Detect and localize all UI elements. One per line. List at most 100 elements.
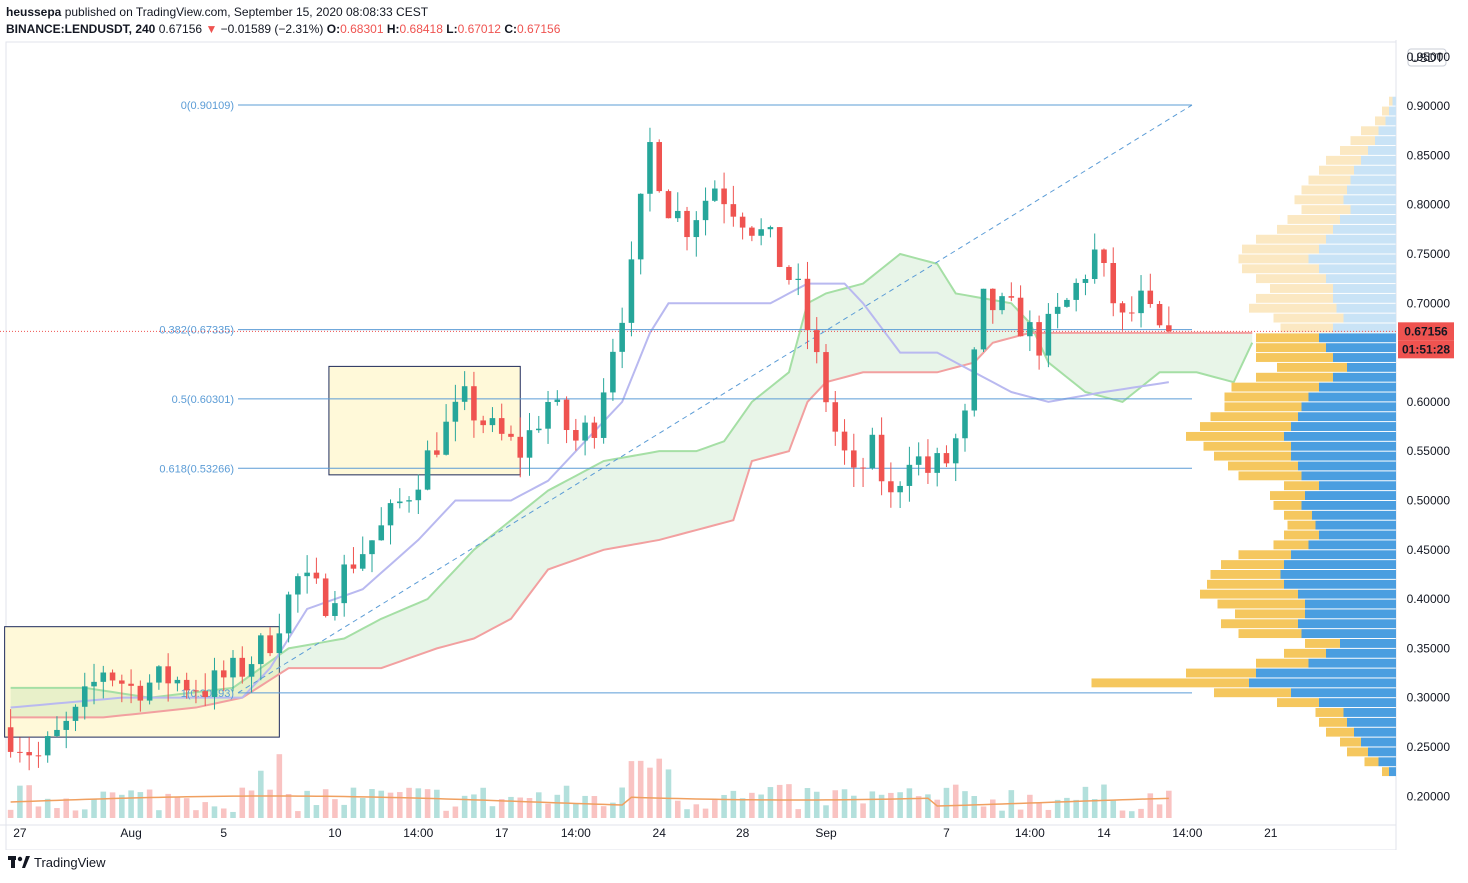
candle-body xyxy=(563,399,570,431)
candle-body xyxy=(387,503,394,526)
volume-bar xyxy=(674,800,681,818)
candle-body xyxy=(1073,282,1079,300)
candle-body xyxy=(230,657,236,678)
volume-bar xyxy=(100,791,107,818)
publish-info: published on TradingView.com, September … xyxy=(64,5,429,19)
candle-body xyxy=(156,666,162,683)
vp-buy-23 xyxy=(1333,323,1396,333)
vp-sell-27 xyxy=(1277,362,1347,372)
vp-sell-25 xyxy=(1256,343,1326,353)
down-arrow-icon: ▼ xyxy=(205,22,218,36)
volume-bar xyxy=(63,798,70,818)
volume-bar xyxy=(925,794,931,818)
candle-body xyxy=(7,727,14,752)
volume-bar xyxy=(313,805,320,818)
candle-body xyxy=(888,481,894,493)
volume-bar xyxy=(971,796,978,818)
candle-body xyxy=(1008,296,1015,298)
footer-brand[interactable]: TradingView xyxy=(8,854,106,870)
volume-bar xyxy=(573,803,579,818)
vp-buy-59 xyxy=(1249,678,1396,688)
vp-sell-38 xyxy=(1238,471,1302,481)
author-name[interactable]: heussepa xyxy=(6,5,62,19)
vp-buy-66 xyxy=(1368,747,1396,757)
volume-bar xyxy=(387,792,394,818)
volume-bar xyxy=(767,787,774,818)
vp-sell-13 xyxy=(1277,224,1333,234)
candle-body xyxy=(480,420,486,426)
volume-bar xyxy=(1128,811,1135,818)
vp-buy-9 xyxy=(1347,185,1396,195)
candle-body xyxy=(304,572,310,577)
volume-bar xyxy=(1091,799,1098,818)
candle-body xyxy=(526,430,533,458)
vp-buy-8 xyxy=(1350,175,1396,185)
volume-bar xyxy=(332,799,338,818)
volume-bar xyxy=(591,796,598,818)
vp-buy-16 xyxy=(1308,254,1396,264)
fib-retracement[interactable]: 0(0.90109) 0.382(0.67335) 0.5(0.60301) 0.61… xyxy=(0,100,1396,700)
candle-body xyxy=(962,410,968,439)
volume-bar xyxy=(54,808,60,818)
candle-body xyxy=(239,657,246,677)
time-axis[interactable]: 27 Aug 5 10 14:00 17 14:00 24 28 Sep 7 14:00 14 14:00… xyxy=(13,826,1278,840)
candle-body xyxy=(980,288,987,350)
time-tick-label: 5 xyxy=(220,826,227,840)
rectangle-drawings[interactable] xyxy=(4,365,521,738)
candle-body xyxy=(1027,322,1033,337)
price-chart[interactable]: 0(0.90109) 0.382(0.67335) 0.5(0.60301) 0.61… xyxy=(0,40,1468,850)
vp-sell-19 xyxy=(1270,284,1333,293)
vp-sell-56 xyxy=(1284,648,1326,658)
candle-body xyxy=(211,670,218,698)
candle-body xyxy=(202,691,208,698)
vp-buy-48 xyxy=(1280,569,1396,579)
vp-sell-37 xyxy=(1228,461,1298,471)
vp-sell-22 xyxy=(1273,313,1344,323)
volume-bar xyxy=(397,792,403,818)
volume-bar xyxy=(156,810,162,818)
volume-bar xyxy=(109,792,116,818)
volume-bar xyxy=(1138,808,1144,818)
candle-body xyxy=(193,690,199,692)
vp-sell-39 xyxy=(1284,481,1319,491)
vp-buy-57 xyxy=(1308,658,1396,668)
vp-buy-67 xyxy=(1378,757,1396,767)
candle-body xyxy=(637,193,644,260)
candle-body xyxy=(313,572,320,579)
vp-sell-47 xyxy=(1221,560,1284,570)
volume-bar xyxy=(285,794,292,818)
vp-sell-55 xyxy=(1305,639,1340,648)
volume-bar xyxy=(684,809,690,818)
vp-sell-52 xyxy=(1235,609,1305,619)
volume-bar xyxy=(1156,804,1163,818)
rectangle-2 xyxy=(328,365,521,476)
volume-bar xyxy=(480,787,486,818)
rectangle-1 xyxy=(4,626,280,738)
candle-body xyxy=(369,540,375,555)
volume-bar xyxy=(582,795,588,818)
candle-body xyxy=(341,564,347,604)
vp-sell-30 xyxy=(1224,392,1309,402)
vp-buy-53 xyxy=(1298,619,1396,629)
vp-buy-46 xyxy=(1291,550,1396,560)
volume-bar xyxy=(739,798,746,818)
volume-bar xyxy=(628,761,635,818)
currency-label: USDT xyxy=(1411,51,1444,65)
volume-bar xyxy=(72,810,79,818)
vp-sell-40 xyxy=(1270,491,1305,500)
vp-buy-24 xyxy=(1319,333,1396,343)
vp-sell-63 xyxy=(1319,717,1347,727)
vp-sell-11 xyxy=(1301,205,1351,215)
candle-body xyxy=(535,428,542,431)
candle-body xyxy=(823,352,829,403)
candle-body xyxy=(17,751,23,753)
vp-buy-61 xyxy=(1319,698,1396,708)
candle-body xyxy=(1128,312,1135,314)
candlesticks xyxy=(7,127,1172,771)
vp-sell-9 xyxy=(1301,185,1347,195)
candle-body xyxy=(332,603,338,616)
candle-body xyxy=(1036,322,1042,356)
vp-sell-4 xyxy=(1350,136,1375,146)
vp-sell-60 xyxy=(1214,688,1291,698)
